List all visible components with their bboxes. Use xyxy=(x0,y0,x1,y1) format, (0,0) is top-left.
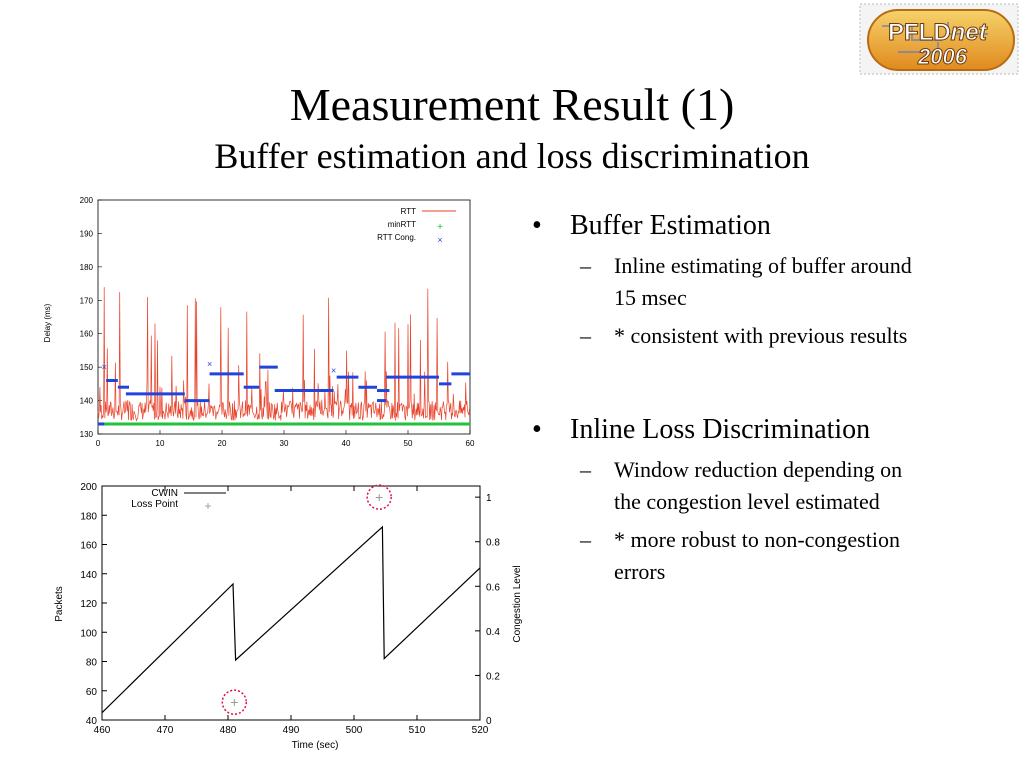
svg-text:2006: 2006 xyxy=(917,44,968,69)
x-tick-label: 0 xyxy=(96,439,101,448)
x-tick-label: 470 xyxy=(157,725,174,736)
cwin-chart: 460 470 480 490 500 510 520 40 60 80 100 120 140 160 1… xyxy=(50,472,528,752)
y-tick-label: 140 xyxy=(80,570,97,581)
sub-bullet: – * more robust to non-congestion errors xyxy=(580,527,900,584)
y2-tick-label: 0.8 xyxy=(486,538,500,549)
rtt-cong-point: × xyxy=(207,359,212,369)
y-axis-label: Packets xyxy=(54,586,65,622)
x-tick-label: 520 xyxy=(472,725,489,736)
y-tick-label: 160 xyxy=(80,330,94,339)
y-tick-label: 100 xyxy=(80,628,97,639)
y2-tick-label: 0.4 xyxy=(486,627,500,638)
y-tick-label: 80 xyxy=(86,658,98,669)
y2-axis-label: Congestion Level xyxy=(512,565,523,642)
y2-tick-label: 1 xyxy=(486,493,492,504)
legend-rtt-cong: RTT Cong. xyxy=(377,233,416,242)
x-tick-label: 460 xyxy=(94,725,111,736)
rtt-cong-series: × × × xyxy=(98,359,470,426)
legend-cwin: CWIN xyxy=(151,488,178,499)
sub-bullet: – Window reduction depending on the conge… xyxy=(580,457,903,514)
x-tick-label: 490 xyxy=(283,725,300,736)
x-tick-label: 60 xyxy=(466,439,475,448)
y-tick-label: 130 xyxy=(80,430,94,439)
x-tick-label: 50 xyxy=(404,439,413,448)
y-tick-label: 180 xyxy=(80,511,97,522)
rtt-trace xyxy=(97,287,471,422)
loss-point-circle xyxy=(221,689,248,715)
y-tick-label: 190 xyxy=(80,229,94,238)
svg-text:×: × xyxy=(437,235,442,245)
y-tick-label: 160 xyxy=(80,541,97,552)
bullet-loss-discrimination: • Inline Loss Discrimination xyxy=(532,414,871,445)
slide-subtitle: Buffer estimation and loss discriminatio… xyxy=(214,136,810,176)
y-tick-label: 170 xyxy=(80,296,94,305)
x-tick-label: 30 xyxy=(280,439,289,448)
legend-minrtt: minRTT xyxy=(388,220,416,229)
y-tick-label: 180 xyxy=(80,263,94,272)
bullet-buffer-estimation: • Buffer Estimation xyxy=(532,210,771,241)
x-tick-label: 480 xyxy=(220,725,237,736)
sub-bullet: – * consistent with previous results xyxy=(580,323,908,348)
x-tick-label: 500 xyxy=(346,725,363,736)
rtt-series xyxy=(97,287,471,422)
legend: RTT minRTT + RTT Cong. × xyxy=(377,207,456,245)
pfldnet-2006-logo: PFLDnet 2006 xyxy=(859,3,1019,75)
x-axis-label: Time (sec) xyxy=(292,740,339,751)
legend-rtt: RTT xyxy=(401,207,417,216)
y-tick-label: 150 xyxy=(80,363,94,372)
x-tick-label: 20 xyxy=(218,439,227,448)
x-tick-label: 510 xyxy=(409,725,426,736)
y2-tick-label: 0.2 xyxy=(486,671,500,682)
y-tick-label: 120 xyxy=(80,599,97,610)
sub-bullet: – Inline estimating of buffer around 15 m… xyxy=(580,253,912,310)
cwin-line xyxy=(101,525,481,714)
y2-tick-label: 0 xyxy=(486,716,492,727)
y-tick-label: 200 xyxy=(80,196,94,205)
svg-text:+: + xyxy=(204,499,211,513)
y-tick-label: 140 xyxy=(80,397,94,406)
y-axis-label: Delay (ms) xyxy=(43,303,52,342)
loss-point-marker: + xyxy=(375,489,383,505)
svg-text:+: + xyxy=(437,222,443,233)
bullet-list: • Buffer Estimation – Inline estimating of… xyxy=(532,208,1012,588)
loss-point-marker: + xyxy=(230,694,238,710)
x-tick-label: 10 xyxy=(156,439,165,448)
svg-text:PFLDnet: PFLDnet xyxy=(888,19,988,46)
slide-title: Measurement Result (1) xyxy=(289,79,735,130)
y2-tick-label: 0.6 xyxy=(486,582,500,593)
rtt-cong-point: × xyxy=(102,362,107,372)
rtt-cong-point: × xyxy=(331,365,336,375)
legend-loss-point: Loss Point xyxy=(131,499,178,510)
y-tick-label: 40 xyxy=(86,716,98,727)
x-tick-label: 40 xyxy=(342,439,351,448)
legend: CWIN Loss Point + xyxy=(131,488,226,513)
y-tick-label: 200 xyxy=(80,482,97,493)
y-tick-label: 60 xyxy=(86,687,98,698)
